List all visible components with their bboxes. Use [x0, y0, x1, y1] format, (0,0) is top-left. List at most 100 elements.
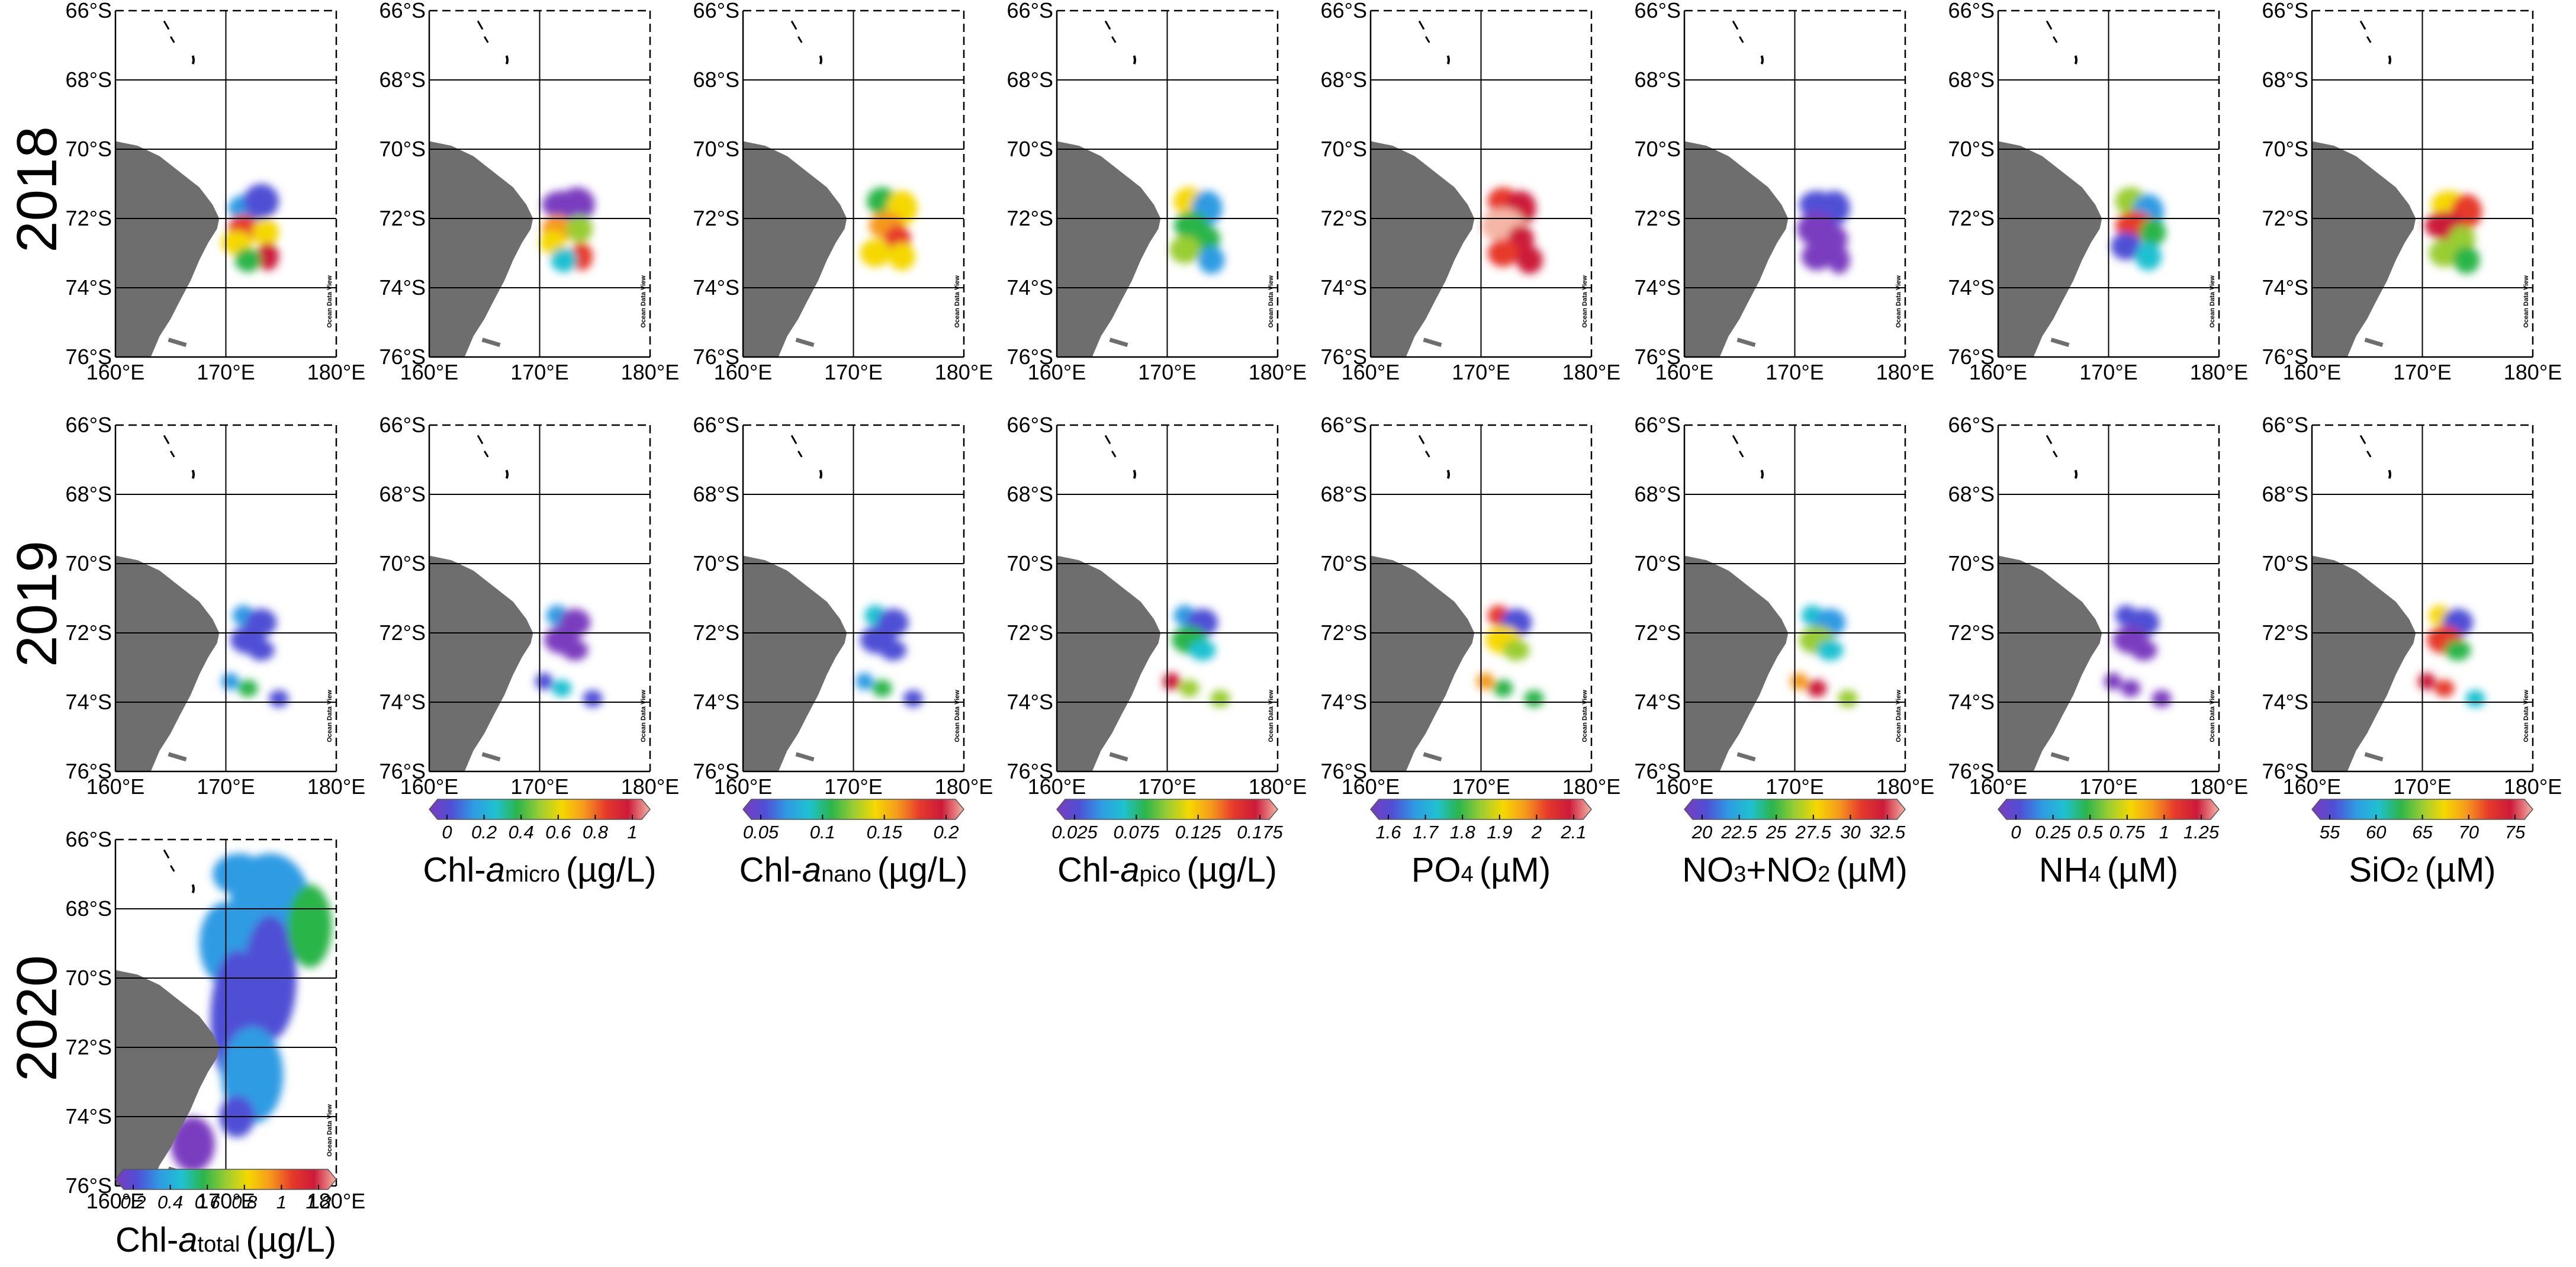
- island-marks: [2074, 55, 2078, 65]
- colorbar-sio2: 55 60 65 70 75 SiO2 (µM): [2311, 799, 2533, 889]
- data-blob: [889, 242, 915, 271]
- data-blob: [1838, 690, 1858, 708]
- data-blob: [1516, 246, 1543, 274]
- data-blob: [1179, 679, 1199, 697]
- data-blob: [551, 247, 577, 272]
- lat-tick-label: 74°S: [66, 690, 112, 714]
- lat-tick-label: 72°S: [66, 620, 112, 645]
- land-mass: [743, 141, 847, 358]
- lon-tick-label: 180°E: [935, 360, 993, 384]
- lon-tick-label: 180°E: [621, 360, 679, 384]
- lon-tick-label: 180°E: [307, 360, 365, 384]
- parameter-label-no3no2: NO3+NO2 (µM): [1682, 851, 1908, 889]
- lon-tick-label: 180°E: [1249, 774, 1307, 799]
- land-mass: [429, 141, 533, 358]
- colorbar-tick-label: 22.5: [1720, 822, 1757, 842]
- lat-tick-label: 66°S: [1948, 413, 1995, 437]
- param-subscript: micro: [505, 862, 560, 887]
- param-unit: (µg/L): [1186, 851, 1277, 889]
- colorbar-tick-label: 27.5: [1795, 822, 1832, 842]
- lat-tick-label: 68°S: [2262, 67, 2308, 92]
- data-blob: [252, 218, 279, 246]
- data-field: [1163, 605, 1230, 708]
- island-marks: [819, 470, 823, 479]
- param-base: NO: [1682, 851, 1734, 889]
- lat-tick-label: 70°S: [693, 551, 739, 575]
- island-marks: [1760, 55, 1764, 65]
- ice-shelf-mark: [2050, 752, 2070, 762]
- lat-tick-label: 74°S: [2262, 275, 2308, 300]
- colorbar-tick-label: 2: [1531, 822, 1542, 842]
- data-field: [1477, 605, 1544, 708]
- lon-tick-label: 180°E: [621, 774, 679, 799]
- lat-tick-label: 66°S: [380, 0, 426, 22]
- lon-tick-label: 170°E: [510, 360, 568, 384]
- island-marks: [1104, 435, 1117, 458]
- colorbar-tick-label: 0: [2011, 822, 2021, 842]
- param-subscript: 4: [2089, 862, 2101, 887]
- land-mass: [1057, 555, 1161, 771]
- data-blob: [221, 673, 239, 690]
- ocean-data-view-watermark: Ocean Data View: [2523, 690, 2530, 742]
- data-blob: [1487, 239, 1519, 267]
- param-subscript: nano: [821, 862, 871, 887]
- lon-tick-label: 160°E: [714, 360, 772, 384]
- year-label-2020: 2020: [5, 955, 69, 1082]
- colorbar-tick-label: 20: [1691, 822, 1712, 842]
- colorbar-tick-label: 0.125: [1175, 822, 1221, 842]
- lon-tick-label: 180°E: [2504, 360, 2562, 384]
- ice-shelf-mark: [1736, 752, 1756, 762]
- land-mass: [1371, 141, 1475, 358]
- param-base: Chl-: [1057, 851, 1120, 889]
- colorbar-gradient: [1370, 799, 1592, 820]
- lat-tick-label: 66°S: [1635, 413, 1681, 437]
- lon-tick-label: 160°E: [1969, 360, 2027, 384]
- lat-tick-label: 68°S: [1321, 67, 1367, 92]
- island-marks: [790, 435, 803, 458]
- island-marks: [1732, 20, 1744, 43]
- lon-tick-label: 180°E: [1876, 360, 1934, 384]
- lon-tick-label: 180°E: [2504, 774, 2562, 799]
- data-blob: [1210, 690, 1230, 708]
- lon-tick-label: 160°E: [1342, 360, 1400, 384]
- data-blob: [2435, 679, 2455, 697]
- parameter-label-sio2: SiO2 (µM): [2349, 851, 2495, 889]
- lat-tick-label: 76°S: [1007, 759, 1053, 783]
- data-blob: [1189, 639, 1216, 661]
- lat-tick-label: 74°S: [1321, 690, 1367, 714]
- data-blob: [583, 690, 603, 708]
- lat-tick-label: 72°S: [1635, 620, 1681, 645]
- ice-shelf-mark: [481, 752, 501, 762]
- lat-tick-label: 68°S: [693, 482, 739, 506]
- parameter-label-chl_total: Chl-atotal (µg/L): [115, 1221, 336, 1259]
- lat-tick-label: 74°S: [1948, 690, 1995, 714]
- lon-tick-label: 180°E: [307, 774, 365, 799]
- lat-tick-label: 66°S: [1007, 413, 1053, 437]
- ocean-data-view-watermark: Ocean Data View: [2209, 275, 2216, 328]
- lon-tick-label: 170°E: [1765, 774, 1824, 799]
- colorbar-tick-label: 0: [442, 822, 452, 842]
- param-base: PO: [1411, 851, 1461, 889]
- colorbar-tick-label: 0.15: [866, 822, 902, 842]
- lat-tick-label: 74°S: [1007, 275, 1053, 300]
- colorbar-tick-label: 25: [1765, 822, 1787, 842]
- lat-tick-label: 68°S: [1635, 67, 1681, 92]
- lat-tick-label: 74°S: [2262, 690, 2308, 714]
- land-mass: [743, 555, 847, 771]
- ice-shelf-mark: [1109, 337, 1128, 348]
- ice-shelf-mark: [2364, 752, 2384, 762]
- colorbar-tick-label: 0.4: [509, 822, 534, 842]
- lat-tick-label: 68°S: [66, 896, 112, 921]
- param-subscript2: 2: [1818, 862, 1830, 887]
- colorbar-gradient: [429, 799, 651, 820]
